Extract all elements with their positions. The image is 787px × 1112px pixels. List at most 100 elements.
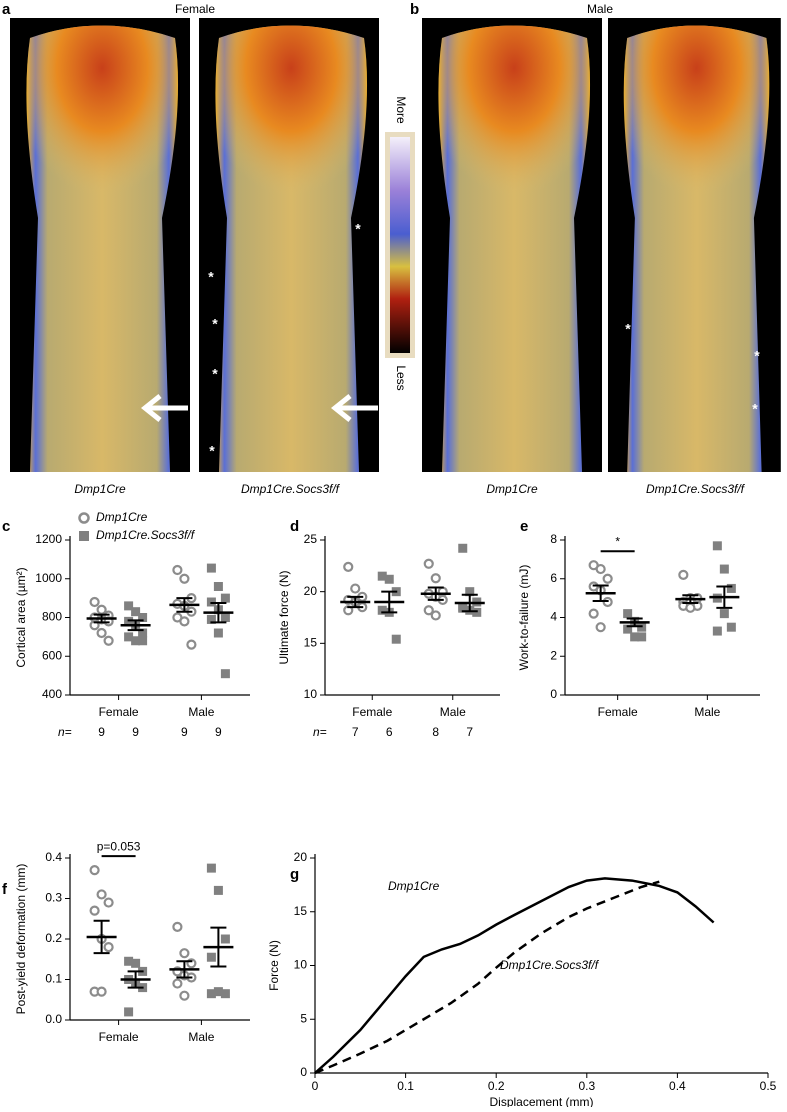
y-axis-label: Force (N) [267, 940, 281, 991]
legend-label: Dmp1Cre.Socs3f/f [96, 528, 196, 542]
y-tick-label: 1000 [35, 571, 62, 585]
asterisk: * [355, 221, 361, 237]
asterisk: * [754, 348, 760, 364]
asterisk: * [625, 321, 631, 337]
data-point [726, 622, 736, 632]
n-value: 6 [386, 725, 393, 739]
data-point [206, 989, 216, 999]
image-caption: Dmp1Cre.Socs3f/f [646, 482, 746, 496]
data-point [124, 601, 134, 611]
x-tick-label: Male [440, 705, 466, 719]
y-tick-label: 600 [42, 648, 62, 662]
n-value: 8 [432, 725, 439, 739]
y-tick-label: 15 [304, 636, 318, 650]
y-tick-label: 6 [550, 571, 557, 585]
data-point [206, 952, 216, 962]
y-axis-label: Post-yield deformation (mm) [14, 864, 28, 1015]
data-point [220, 934, 230, 944]
data-point [430, 573, 441, 584]
data-point [213, 885, 223, 895]
data-point [96, 889, 107, 900]
y-tick-label: 5 [300, 1011, 307, 1025]
x-tick-label: Female [352, 705, 392, 719]
panel-letter: c [2, 518, 10, 535]
colorbar [390, 137, 410, 353]
data-point [138, 636, 148, 646]
x-tick-label: Female [99, 1030, 139, 1044]
y-axis-label: Cortical area (µm²) [14, 567, 28, 667]
x-tick-label: 0.3 [578, 1079, 595, 1093]
data-point [726, 583, 736, 593]
data-point [131, 636, 141, 646]
x-tick-label: Female [99, 705, 139, 719]
n-value: 9 [215, 725, 222, 739]
data-point [458, 603, 468, 613]
x-tick-label: Female [598, 705, 638, 719]
data-point [220, 613, 230, 622]
colorbar-bottom: Less [394, 365, 408, 390]
data-point [630, 632, 640, 642]
n-label: n= [313, 725, 327, 739]
panel-title: Female [175, 2, 215, 16]
data-point [685, 602, 696, 613]
n-label: n= [58, 725, 72, 739]
data-point [179, 948, 190, 959]
data-point [623, 609, 633, 619]
x-tick-label: 0.4 [669, 1079, 686, 1093]
y-tick-label: 2 [550, 648, 557, 662]
data-point [377, 605, 387, 615]
data-point [206, 863, 216, 873]
y-axis-label: Ultimate force (N) [277, 570, 291, 664]
data-point [138, 613, 148, 622]
y-tick-label: 4 [550, 610, 557, 624]
image-caption: Dmp1Cre.Socs3f/f [241, 482, 341, 496]
data-point [213, 582, 223, 591]
n-value: 9 [181, 725, 188, 739]
y-tick-label: 1200 [35, 532, 62, 546]
data-point [595, 563, 606, 575]
data-point [588, 608, 599, 619]
data-point [391, 634, 401, 644]
data-point [206, 563, 216, 573]
legend-marker [78, 512, 90, 524]
x-tick-label: Male [694, 705, 720, 719]
x-tick-label: 0.5 [760, 1079, 777, 1093]
line-series [314, 880, 660, 1075]
data-point [377, 571, 387, 581]
data-point [423, 558, 434, 569]
data-point [131, 607, 141, 617]
data-point [179, 990, 190, 1001]
y-tick-label: 0.3 [45, 891, 62, 905]
image-caption: Dmp1Cre [74, 482, 126, 496]
y-tick-label: 0.2 [45, 931, 62, 945]
data-point [220, 593, 230, 603]
data-point [179, 616, 190, 627]
data-point [103, 635, 114, 646]
data-point [186, 639, 197, 650]
panel-letter: a [2, 1, 11, 18]
data-point [350, 583, 361, 594]
y-tick-label: 8 [550, 532, 557, 546]
data-point [96, 604, 107, 615]
series-label: Dmp1Cre [388, 879, 440, 893]
panel-letter: d [290, 518, 299, 535]
data-point [103, 897, 114, 908]
data-point [131, 958, 141, 968]
data-point [96, 627, 107, 639]
data-point [96, 986, 107, 997]
n-value: 9 [98, 725, 105, 739]
panel-title: Male [587, 2, 613, 16]
asterisk: * [208, 269, 214, 285]
data-point [465, 587, 475, 597]
micro-ct-images [10, 18, 781, 472]
y-tick-label: 20 [294, 850, 308, 864]
data-point [678, 569, 689, 580]
y-tick-label: 400 [42, 687, 62, 701]
data-point [595, 622, 606, 633]
data-point [124, 632, 134, 642]
data-point [138, 628, 148, 638]
x-tick-label: Male [188, 705, 214, 719]
y-tick-label: 800 [42, 610, 62, 624]
data-point [89, 596, 100, 608]
x-tick-label: Male [188, 1030, 214, 1044]
